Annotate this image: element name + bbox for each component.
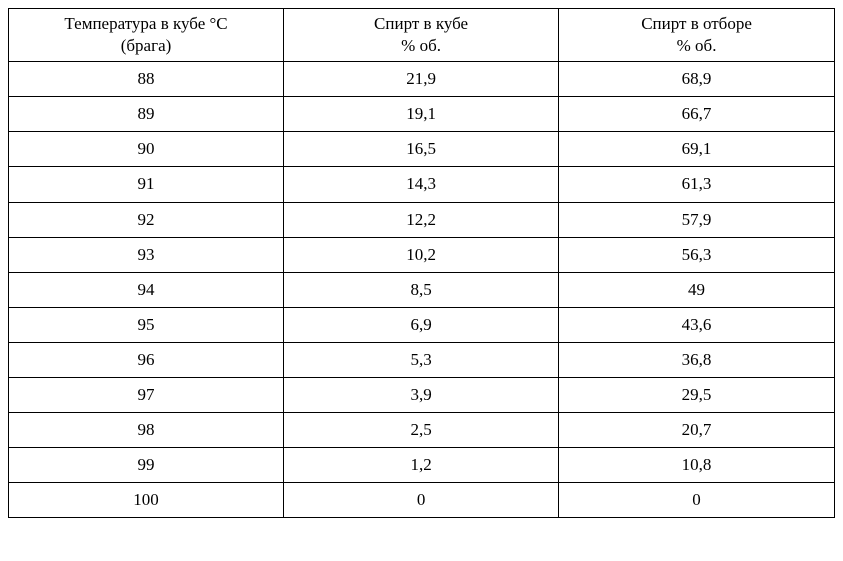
table-row: 100 0 0 [9, 483, 835, 518]
cell-output-alcohol: 61,3 [559, 167, 835, 202]
cell-temperature: 96 [9, 342, 284, 377]
table-row: 91 14,3 61,3 [9, 167, 835, 202]
cell-cube-alcohol: 14,3 [284, 167, 559, 202]
cell-cube-alcohol: 1,2 [284, 448, 559, 483]
cell-output-alcohol: 20,7 [559, 413, 835, 448]
cell-output-alcohol: 10,8 [559, 448, 835, 483]
cell-output-alcohol: 68,9 [559, 62, 835, 97]
cell-output-alcohol: 0 [559, 483, 835, 518]
table-row: 88 21,9 68,9 [9, 62, 835, 97]
distillation-table: Температура в кубе °С (брага) Спирт в ку… [8, 8, 835, 518]
cell-cube-alcohol: 16,5 [284, 132, 559, 167]
header-text-line1: Спирт в отборе [641, 14, 752, 33]
table-row: 99 1,2 10,8 [9, 448, 835, 483]
cell-cube-alcohol: 8,5 [284, 272, 559, 307]
cell-temperature: 94 [9, 272, 284, 307]
cell-temperature: 100 [9, 483, 284, 518]
header-text-line2: % об. [401, 36, 441, 55]
header-text-line1: Спирт в кубе [374, 14, 468, 33]
cell-temperature: 91 [9, 167, 284, 202]
table-row: 98 2,5 20,7 [9, 413, 835, 448]
table-body: 88 21,9 68,9 89 19,1 66,7 90 16,5 69,1 9… [9, 62, 835, 518]
cell-output-alcohol: 66,7 [559, 97, 835, 132]
table-row: 94 8,5 49 [9, 272, 835, 307]
cell-output-alcohol: 43,6 [559, 307, 835, 342]
cell-temperature: 97 [9, 378, 284, 413]
cell-cube-alcohol: 12,2 [284, 202, 559, 237]
header-text-line2: (брага) [121, 36, 172, 55]
cell-output-alcohol: 69,1 [559, 132, 835, 167]
cell-temperature: 92 [9, 202, 284, 237]
table-row: 96 5,3 36,8 [9, 342, 835, 377]
column-header-cube-alcohol: Спирт в кубе % об. [284, 9, 559, 62]
cell-output-alcohol: 29,5 [559, 378, 835, 413]
cell-cube-alcohol: 21,9 [284, 62, 559, 97]
cell-cube-alcohol: 19,1 [284, 97, 559, 132]
column-header-output-alcohol: Спирт в отборе % об. [559, 9, 835, 62]
cell-cube-alcohol: 2,5 [284, 413, 559, 448]
table-row: 89 19,1 66,7 [9, 97, 835, 132]
cell-output-alcohol: 49 [559, 272, 835, 307]
header-text-line1: Температура в кубе °С [64, 14, 227, 33]
cell-cube-alcohol: 5,3 [284, 342, 559, 377]
cell-temperature: 89 [9, 97, 284, 132]
table-header-row: Температура в кубе °С (брага) Спирт в ку… [9, 9, 835, 62]
cell-temperature: 98 [9, 413, 284, 448]
header-text-line2: % об. [677, 36, 717, 55]
cell-cube-alcohol: 0 [284, 483, 559, 518]
cell-temperature: 90 [9, 132, 284, 167]
cell-output-alcohol: 57,9 [559, 202, 835, 237]
cell-temperature: 88 [9, 62, 284, 97]
cell-cube-alcohol: 10,2 [284, 237, 559, 272]
table-row: 97 3,9 29,5 [9, 378, 835, 413]
table-row: 93 10,2 56,3 [9, 237, 835, 272]
column-header-temperature: Температура в кубе °С (брага) [9, 9, 284, 62]
cell-temperature: 95 [9, 307, 284, 342]
cell-temperature: 99 [9, 448, 284, 483]
table-row: 92 12,2 57,9 [9, 202, 835, 237]
table-row: 95 6,9 43,6 [9, 307, 835, 342]
cell-output-alcohol: 56,3 [559, 237, 835, 272]
cell-cube-alcohol: 6,9 [284, 307, 559, 342]
cell-output-alcohol: 36,8 [559, 342, 835, 377]
cell-cube-alcohol: 3,9 [284, 378, 559, 413]
table-row: 90 16,5 69,1 [9, 132, 835, 167]
cell-temperature: 93 [9, 237, 284, 272]
